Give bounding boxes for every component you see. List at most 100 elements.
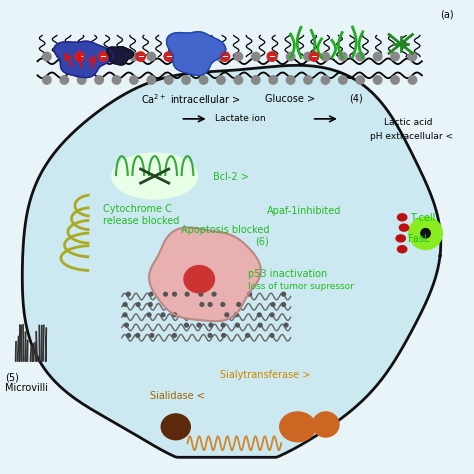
- Circle shape: [374, 52, 382, 61]
- Circle shape: [99, 52, 108, 61]
- Text: (6): (6): [255, 237, 269, 246]
- Circle shape: [43, 76, 51, 84]
- Circle shape: [212, 292, 216, 296]
- Circle shape: [130, 76, 138, 84]
- Circle shape: [286, 52, 295, 61]
- Circle shape: [269, 76, 277, 84]
- Polygon shape: [166, 32, 226, 75]
- Circle shape: [200, 52, 208, 61]
- Ellipse shape: [399, 224, 409, 231]
- Circle shape: [77, 52, 86, 61]
- Circle shape: [173, 313, 177, 317]
- Text: Sialytransferase >: Sialytransferase >: [220, 370, 310, 380]
- Text: T-cell: T-cell: [410, 213, 436, 223]
- Circle shape: [112, 76, 121, 84]
- Circle shape: [123, 302, 127, 306]
- Circle shape: [184, 323, 188, 327]
- Circle shape: [161, 313, 165, 317]
- Circle shape: [147, 313, 151, 317]
- Circle shape: [304, 76, 312, 84]
- Circle shape: [270, 334, 274, 337]
- Text: −: −: [137, 52, 144, 61]
- Circle shape: [136, 52, 146, 61]
- Circle shape: [356, 76, 365, 84]
- Circle shape: [200, 76, 208, 84]
- Text: Lactic acid: Lactic acid: [384, 118, 433, 127]
- Circle shape: [257, 313, 261, 317]
- Text: Ca$^{2+}$ intracellular >: Ca$^{2+}$ intracellular >: [141, 92, 240, 106]
- Ellipse shape: [161, 414, 190, 440]
- Circle shape: [127, 292, 130, 296]
- Text: −: −: [221, 52, 228, 61]
- Circle shape: [234, 76, 243, 84]
- Circle shape: [282, 292, 285, 296]
- Circle shape: [220, 52, 230, 61]
- Circle shape: [164, 292, 167, 296]
- Circle shape: [148, 302, 152, 306]
- Circle shape: [271, 302, 275, 306]
- Ellipse shape: [398, 246, 407, 253]
- Circle shape: [125, 323, 128, 327]
- Circle shape: [269, 52, 277, 61]
- Text: release blocked: release blocked: [103, 216, 180, 226]
- Circle shape: [391, 76, 399, 84]
- Circle shape: [338, 76, 347, 84]
- Circle shape: [43, 52, 51, 61]
- Circle shape: [246, 334, 249, 337]
- Circle shape: [267, 52, 276, 61]
- Circle shape: [270, 313, 274, 317]
- Ellipse shape: [313, 412, 338, 437]
- Text: Bcl-2 >: Bcl-2 >: [213, 172, 249, 182]
- Circle shape: [286, 76, 295, 84]
- Circle shape: [237, 302, 241, 306]
- Ellipse shape: [112, 154, 197, 198]
- Circle shape: [310, 52, 319, 61]
- Text: Lactate ion: Lactate ion: [215, 114, 265, 123]
- Circle shape: [149, 292, 153, 296]
- Text: Sialidase <: Sialidase <: [150, 392, 205, 401]
- Text: −: −: [100, 52, 107, 61]
- Circle shape: [182, 52, 191, 61]
- Text: −: −: [268, 52, 275, 61]
- Circle shape: [95, 76, 103, 84]
- Circle shape: [304, 52, 312, 61]
- Text: p53 inactivation: p53 inactivation: [248, 270, 328, 280]
- Circle shape: [200, 302, 204, 306]
- Circle shape: [127, 334, 130, 337]
- Text: −: −: [310, 52, 318, 61]
- Circle shape: [173, 292, 176, 296]
- Circle shape: [321, 76, 329, 84]
- Circle shape: [252, 76, 260, 84]
- Text: Apaf-1inhibited: Apaf-1inhibited: [267, 206, 342, 216]
- Circle shape: [164, 76, 173, 84]
- Circle shape: [421, 228, 430, 238]
- Circle shape: [391, 52, 399, 61]
- Polygon shape: [54, 41, 113, 78]
- Circle shape: [221, 323, 225, 327]
- Circle shape: [112, 52, 121, 61]
- Text: (4): (4): [349, 94, 363, 104]
- Circle shape: [234, 52, 243, 61]
- Circle shape: [217, 76, 225, 84]
- Circle shape: [137, 302, 140, 306]
- Circle shape: [164, 52, 173, 61]
- Circle shape: [209, 323, 213, 327]
- Circle shape: [321, 52, 329, 61]
- Circle shape: [123, 313, 127, 317]
- Polygon shape: [149, 228, 261, 321]
- Circle shape: [408, 52, 417, 61]
- Circle shape: [221, 302, 225, 306]
- Polygon shape: [22, 65, 441, 457]
- Text: Apoptosis blocked: Apoptosis blocked: [181, 225, 269, 235]
- Circle shape: [374, 76, 382, 84]
- Circle shape: [77, 76, 86, 84]
- Circle shape: [173, 334, 176, 337]
- Ellipse shape: [280, 412, 315, 441]
- Text: Microvilli: Microvilli: [5, 383, 48, 393]
- Polygon shape: [107, 47, 134, 65]
- Text: (5): (5): [5, 373, 18, 383]
- Circle shape: [60, 52, 69, 61]
- Circle shape: [248, 292, 252, 296]
- Text: Glucose >: Glucose >: [265, 94, 315, 104]
- Circle shape: [136, 334, 140, 337]
